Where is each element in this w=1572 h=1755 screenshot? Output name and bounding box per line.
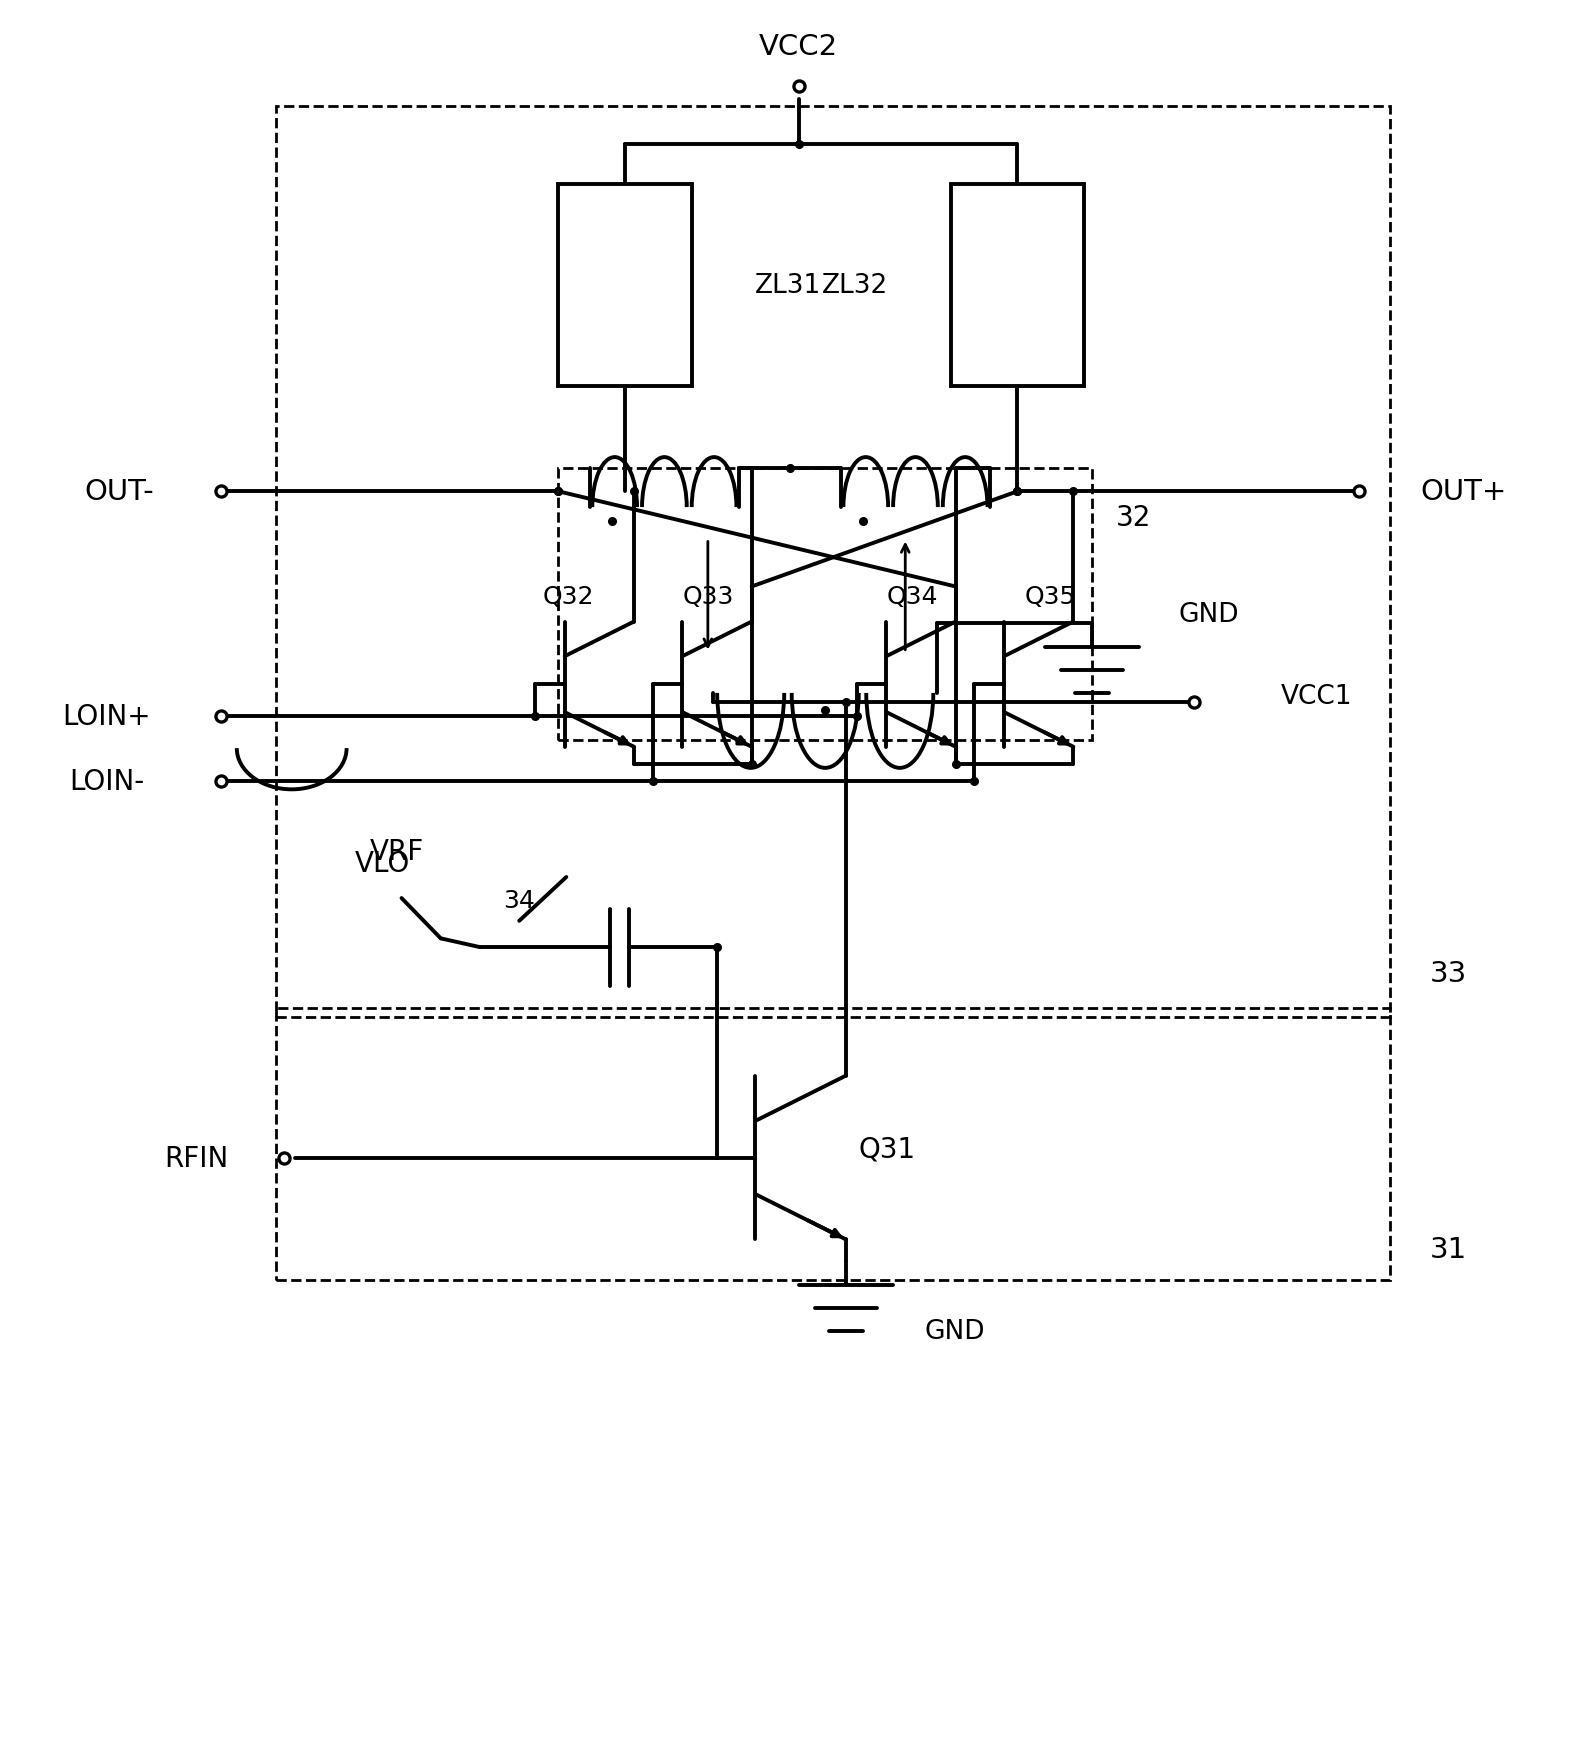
Bar (558, 469, 1093, 741)
Bar (558, 186, 692, 386)
Text: VCC2: VCC2 (759, 33, 838, 61)
Text: VRF: VRF (369, 837, 424, 865)
Text: 33: 33 (1429, 960, 1467, 988)
Text: VLO: VLO (354, 849, 410, 878)
Text: Q35: Q35 (1025, 584, 1075, 609)
Text: 31: 31 (1429, 1236, 1467, 1264)
Text: Q34: Q34 (887, 584, 938, 609)
Text: GND: GND (924, 1318, 986, 1344)
Text: Q32: Q32 (542, 584, 594, 609)
Text: Q31: Q31 (858, 1135, 916, 1164)
Text: RFIN: RFIN (165, 1144, 230, 1172)
Bar (277, 1009, 1390, 1281)
Text: ZL32: ZL32 (822, 274, 888, 298)
Text: Q33: Q33 (684, 584, 734, 609)
Text: OUT+: OUT+ (1421, 477, 1508, 505)
Text: 34: 34 (503, 888, 534, 913)
Text: GND: GND (1179, 602, 1239, 628)
Text: LOIN-: LOIN- (69, 767, 145, 795)
Text: LOIN+: LOIN+ (63, 702, 151, 730)
Text: OUT-: OUT- (85, 477, 154, 505)
Bar (951, 186, 1085, 386)
Text: ZL31: ZL31 (755, 274, 821, 298)
Text: VCC1: VCC1 (1280, 684, 1352, 711)
Text: 32: 32 (1116, 504, 1151, 532)
Bar (277, 107, 1390, 1018)
